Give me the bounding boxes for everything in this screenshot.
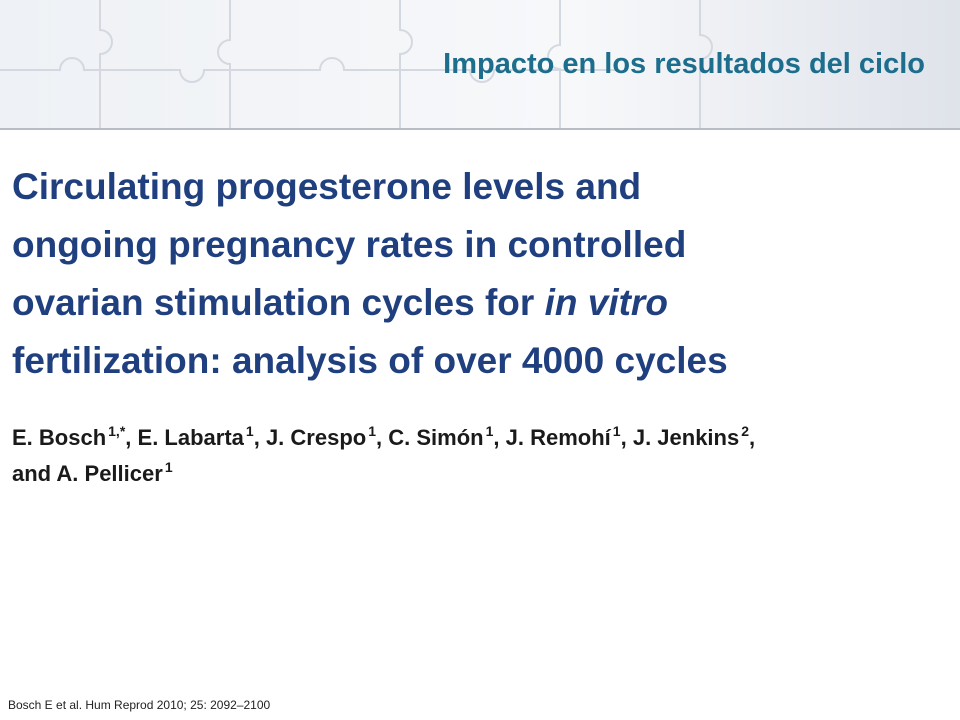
author: C. Simón 1, (388, 423, 500, 450)
author-name: and A. Pellicer (12, 461, 163, 486)
author-separator: , (253, 425, 260, 450)
authors: E. Bosch 1,*, E. Labarta 1, J. Crespo 1, C.… (12, 420, 942, 492)
author-affiliation: 1,* (108, 423, 126, 439)
title-line: Circulating progesterone levels and (12, 166, 642, 207)
title-line: ovarian stimulation cycles for in vitro (12, 274, 728, 332)
author-affiliation: 1 (368, 423, 376, 439)
author-separator: , (125, 425, 132, 450)
author: J. Jenkins 2, (632, 423, 756, 450)
author: J. Crespo 1, (265, 423, 383, 450)
author-affiliation: 1 (245, 423, 254, 439)
author-separator: , (493, 425, 500, 450)
author: E. Labarta 1, (137, 423, 260, 450)
author-affiliation: 1 (164, 459, 173, 475)
title-text: ovarian stimulation cycles for (12, 282, 535, 323)
title-line: ongoing pregnancy rates in controlled (12, 224, 687, 265)
author-separator: , (376, 425, 383, 450)
slide-title: Impacto en los resultados del ciclo (443, 48, 925, 80)
author-name: E. Labarta (137, 425, 244, 450)
author-separator: , (620, 425, 627, 450)
author: and A. Pellicer 1 (12, 459, 173, 486)
author-name: E. Bosch (12, 425, 107, 450)
author-affiliation: 1 (485, 423, 494, 439)
author-name: C. Simón (388, 425, 484, 450)
author: J. Remohí 1, (505, 423, 627, 450)
author-separator: , (749, 425, 756, 450)
paper-title: Circulating progesterone levels and ongo… (12, 158, 728, 390)
header-banner (0, 0, 960, 130)
author-affiliation: 2 (741, 423, 750, 439)
title-line: fertilization: analysis of over 4000 cyc… (12, 340, 728, 381)
author-name: J. Crespo (265, 425, 367, 450)
author-affiliation: 1 (612, 423, 621, 439)
author-name: J. Remohí (505, 425, 611, 450)
author: E. Bosch 1,*, (12, 423, 132, 450)
author-name: J. Jenkins (632, 425, 740, 450)
title-italic: in vitro (544, 282, 668, 323)
citation: Bosch E et al. Hum Reprod 2010; 25: 2092… (8, 698, 271, 712)
